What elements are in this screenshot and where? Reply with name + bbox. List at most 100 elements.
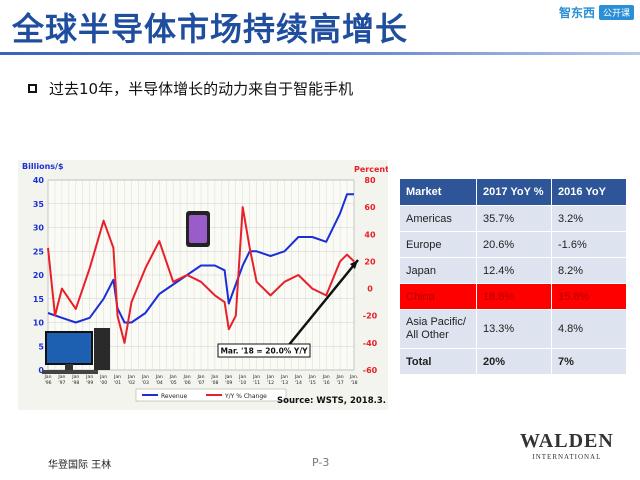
brand-tag: 公开课 (598, 5, 634, 20)
x-tick-year: '07 (197, 380, 204, 386)
y-tick-left: 0 (38, 366, 44, 375)
cell-2016: 3.2% (551, 205, 627, 232)
table-row: Asia Pacific/ All Other 13.3% 4.8% (399, 309, 627, 349)
y-tick-right: 20 (364, 257, 376, 266)
x-tick-year: '09 (225, 380, 232, 386)
monitor-stand (65, 364, 73, 370)
annotation-arrow (287, 259, 359, 347)
x-tick-month: Jan (280, 374, 288, 380)
x-tick-year: '02 (128, 380, 135, 386)
y-tick-left: 20 (33, 271, 45, 280)
y-tick-right: -40 (363, 339, 378, 348)
cell-2016: 15.8% (551, 283, 627, 310)
phone-image (186, 211, 210, 247)
cell-market: Asia Pacific/ All Other (399, 309, 477, 349)
cell-2016: 4.8% (551, 309, 627, 349)
cell-2017: 35.7% (476, 205, 552, 232)
x-tick-month: Jan (266, 374, 274, 380)
arrow-head-icon (350, 260, 358, 269)
walden-logo-sub: INTERNATIONAL (532, 453, 602, 461)
annotation-text: Mar. '18 = 20.0% Y/Y (220, 347, 308, 356)
x-tick-year: '16 (323, 380, 330, 386)
x-tick-month: Jan (113, 374, 121, 380)
cell-market: China (399, 283, 477, 310)
y-tick-left: 40 (33, 176, 45, 185)
x-tick-month: Jan (57, 374, 65, 380)
y-tick-left: 15 (33, 295, 45, 304)
y-tick-left: 10 (33, 319, 45, 328)
series-line-yoy (47, 206, 355, 344)
cell-2017: 13.3% (476, 309, 552, 349)
square-bullet-icon (28, 84, 37, 93)
x-tick-year: '10 (239, 380, 246, 386)
x-tick-month: Jan (252, 374, 260, 380)
market-growth-table: Market 2017 YoY % 2016 YoY Americas 35.7… (399, 178, 627, 375)
bullet-text: 过去10年，半导体增长的动力来自于智能手机 (49, 80, 354, 98)
x-tick-year: '12 (267, 380, 274, 386)
x-tick-year: '99 (86, 380, 93, 386)
y-tick-right: -60 (363, 366, 378, 375)
cell-2017: 20% (476, 348, 552, 375)
table-row: Japan 12.4% 8.2% (399, 257, 627, 284)
cell-market: Americas (399, 205, 477, 232)
x-tick-month: Jan (238, 374, 246, 380)
header-market: Market (399, 178, 477, 206)
bullet-point: 过去10年，半导体增长的动力来自于智能手机 (28, 78, 353, 99)
desktop-pc-image (42, 328, 110, 374)
table-row-highlighted: China 18.8% 15.8% (399, 283, 627, 310)
page-number: P-3 (312, 456, 330, 469)
x-tick-year: '18 (350, 380, 357, 386)
x-tick-month: Jan (308, 374, 316, 380)
cell-2017: 18.8% (476, 283, 552, 310)
cell-market: Total (399, 348, 477, 375)
x-tick-year: '04 (156, 380, 163, 386)
series-line-revenue (47, 193, 354, 324)
footer-author: 华登国际 王林 (48, 460, 112, 471)
legend-label-yoy: Y/Y % Change (224, 393, 267, 400)
semiconductor-chart: Billions/$ Percent 40 35 30 25 20 15 10 5 0 80 60 4… (18, 160, 388, 410)
cell-2016: 7% (551, 348, 627, 375)
x-tick-month: Jan (99, 374, 107, 380)
y-tick-right: 40 (364, 230, 376, 239)
brand-logo: 智东西 (558, 6, 595, 20)
table-row-total: Total 20% 7% (399, 348, 627, 375)
y-axis-left-label: Billions/$ (22, 162, 64, 171)
x-tick-year: '13 (281, 380, 288, 386)
x-tick-year: '96 (44, 380, 51, 386)
x-tick-year: '11 (253, 380, 260, 386)
chart-svg: Billions/$ Percent 40 35 30 25 20 15 10 5 0 80 60 4… (22, 162, 388, 402)
header-2016: 2016 YoY (551, 178, 627, 206)
x-tick-month: Jan (183, 374, 191, 380)
x-tick-year: '14 (295, 380, 302, 386)
x-tick-month: Jan (141, 374, 149, 380)
y-axis-right-label: Percent (354, 165, 388, 174)
header-2017: 2017 YoY % (476, 178, 552, 206)
phone-screen (189, 215, 207, 243)
x-tick-year: '06 (184, 380, 191, 386)
table-row: Americas 35.7% 3.2% (399, 205, 627, 232)
x-tick-month: Jan (127, 374, 135, 380)
x-tick-month: Jan (322, 374, 330, 380)
x-tick-month: Jan (85, 374, 93, 380)
y-tick-left: 5 (38, 342, 44, 351)
x-tick-year: '98 (72, 380, 79, 386)
x-tick-month: Jan (210, 374, 218, 380)
cell-2016: 8.2% (551, 257, 627, 284)
x-tick-year: '00 (100, 380, 107, 386)
x-tick-year: '03 (142, 380, 149, 386)
cell-market: Japan (399, 257, 477, 284)
legend-label-revenue: Revenue (161, 393, 187, 400)
x-tick-month: Jan (196, 374, 204, 380)
slide-title: 全球半导体市场持续高增长 (12, 10, 409, 48)
y-tick-left: 35 (33, 200, 45, 209)
y-tick-left: 30 (33, 224, 45, 233)
y-tick-right: 80 (364, 176, 376, 185)
cell-2016: -1.6% (551, 231, 627, 258)
x-tick-month: Jan (43, 374, 51, 380)
keyboard (42, 370, 98, 374)
x-tick-month: Jan (336, 374, 344, 380)
cell-2017: 12.4% (476, 257, 552, 284)
y-tick-right: -20 (363, 312, 378, 321)
x-tick-year: '97 (58, 380, 65, 386)
cell-market: Europe (399, 231, 477, 258)
